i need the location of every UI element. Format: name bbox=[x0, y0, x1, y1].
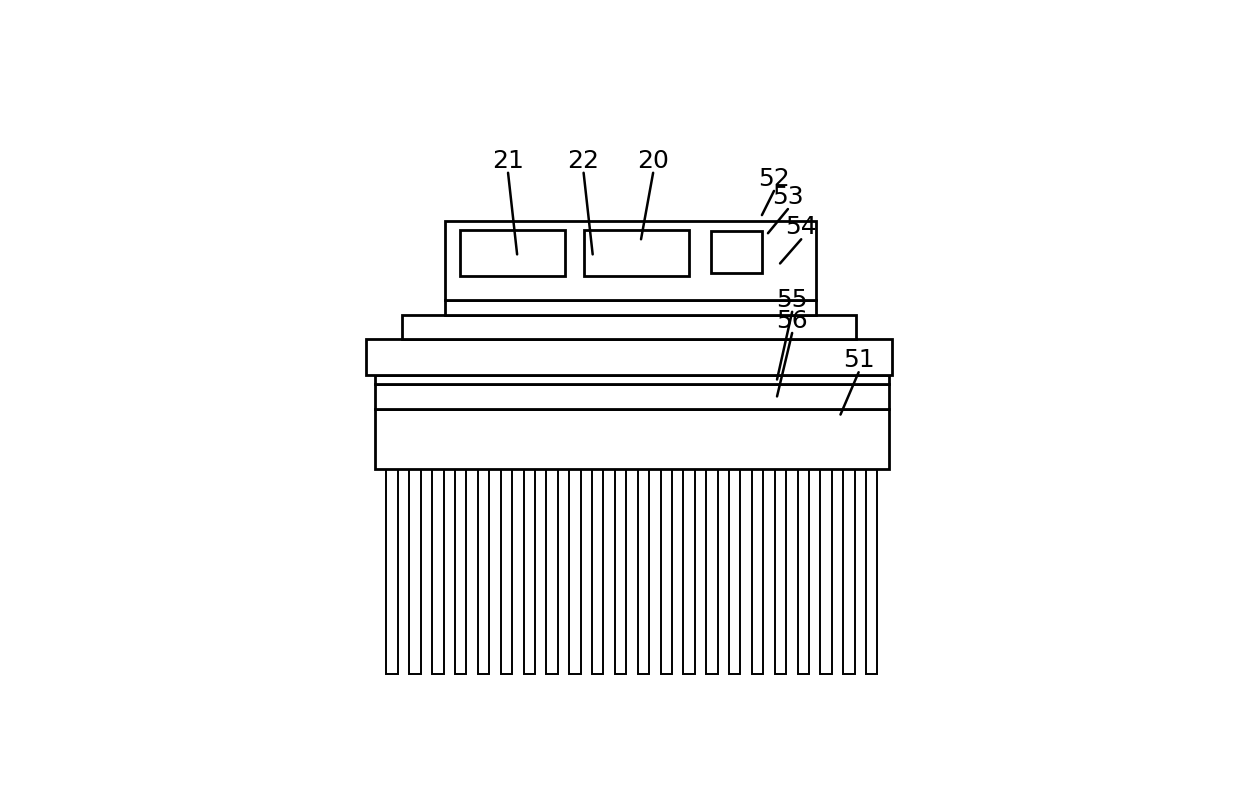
Bar bbox=[403, 315, 856, 339]
Bar bbox=[460, 230, 565, 276]
Bar bbox=[710, 232, 762, 272]
Bar bbox=[445, 300, 817, 315]
Text: 51: 51 bbox=[843, 349, 875, 372]
Bar bbox=[409, 469, 421, 674]
Bar bbox=[844, 469, 855, 674]
Bar bbox=[615, 469, 626, 674]
Text: 21: 21 bbox=[492, 149, 524, 173]
Text: 55: 55 bbox=[777, 288, 808, 312]
Bar bbox=[584, 230, 689, 276]
Bar bbox=[569, 469, 581, 674]
Bar bbox=[752, 469, 763, 674]
Text: 53: 53 bbox=[772, 185, 804, 209]
Bar bbox=[774, 469, 786, 674]
Bar bbox=[455, 469, 466, 674]
Bar bbox=[375, 375, 888, 385]
Bar bbox=[638, 469, 649, 674]
Bar bbox=[820, 469, 831, 674]
Bar bbox=[546, 469, 558, 674]
Bar bbox=[524, 469, 535, 674]
Text: 20: 20 bbox=[637, 149, 669, 173]
Bar bbox=[445, 221, 817, 300]
Bar bbox=[706, 469, 717, 674]
Text: 52: 52 bbox=[758, 167, 790, 191]
Bar bbox=[729, 469, 741, 674]
Bar bbox=[501, 469, 512, 674]
Text: 54: 54 bbox=[786, 215, 817, 239]
Bar bbox=[866, 469, 877, 674]
Bar bbox=[375, 385, 888, 408]
Bar bbox=[478, 469, 489, 674]
Text: 56: 56 bbox=[777, 309, 808, 333]
Text: 22: 22 bbox=[567, 149, 600, 173]
Bar bbox=[798, 469, 809, 674]
Bar bbox=[660, 469, 672, 674]
Bar bbox=[387, 469, 398, 674]
Bar bbox=[432, 469, 444, 674]
Bar bbox=[375, 408, 888, 469]
Bar bbox=[592, 469, 603, 674]
Bar bbox=[366, 339, 892, 375]
Bar bbox=[684, 469, 695, 674]
